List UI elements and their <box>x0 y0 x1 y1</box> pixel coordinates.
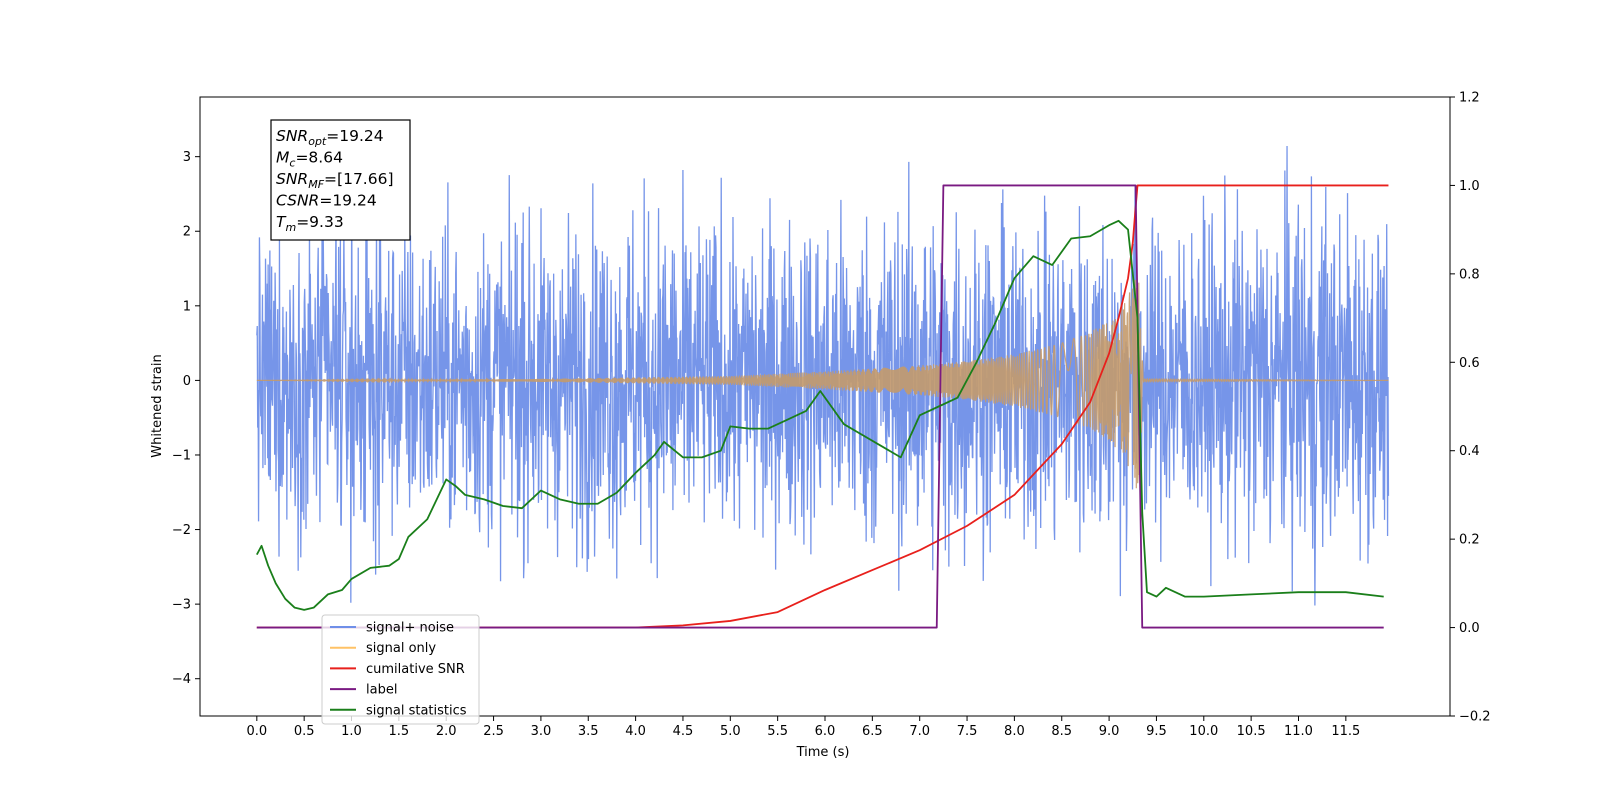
x-tick-label: 1.5 <box>389 724 410 739</box>
x-tick-label: 2.0 <box>436 724 457 739</box>
series-signal-statistics <box>256 219 1384 611</box>
info-line: CSNR=19.24 <box>276 192 377 210</box>
y2-tick-label: 1.0 <box>1459 179 1480 194</box>
x-tick-label: 4.5 <box>673 724 694 739</box>
y-tick-label: 1 <box>183 299 191 314</box>
y-tick-label: −4 <box>172 672 191 687</box>
x-tick-label: 4.0 <box>625 724 646 739</box>
x-tick-label: 9.5 <box>1146 724 1167 739</box>
x-tick-label: 2.5 <box>483 724 504 739</box>
x-axis: 0.0 0.5 1.0 1.5 2.0 2.5 3.0 3.5 4.0 4.5 5.0 5.5 6.0 6… <box>246 716 1360 739</box>
x-tick-label: 5.5 <box>767 724 788 739</box>
y-tick-label: −3 <box>172 598 191 613</box>
series-layer <box>256 146 1390 629</box>
y-tick-label: 2 <box>183 225 191 240</box>
info-line: Tm=9.33 <box>276 213 344 234</box>
x-tick-label: 1.0 <box>341 724 362 739</box>
y2-tick-label: 0.0 <box>1459 621 1480 636</box>
x-tick-label: 10.5 <box>1237 724 1266 739</box>
series-signal-only <box>256 279 1389 489</box>
info-box: SNRopt=19.24Mc=8.64SNRMF=[17.66]CSNR=19.… <box>270 119 411 241</box>
x-tick-label: 0.0 <box>246 724 267 739</box>
legend-label: signal statistics <box>366 703 467 718</box>
legend-label: cumilative SNR <box>366 662 465 677</box>
x-tick-label: 0.5 <box>294 724 315 739</box>
y-tick-label: 3 <box>183 150 191 165</box>
y-axis-left: 3 2 1 0 −1 −2 −3 −4 <box>172 150 200 687</box>
y-tick-label: −1 <box>172 448 191 463</box>
legend-label: signal only <box>366 641 436 656</box>
x-tick-label: 6.5 <box>862 724 883 739</box>
legend: signal+ noise signal only cumilative SNR la… <box>321 614 480 725</box>
x-tick-label: 7.0 <box>909 724 930 739</box>
x-tick-label: 11.5 <box>1331 724 1360 739</box>
y-tick-label: 0 <box>183 374 191 389</box>
x-tick-label: 10.0 <box>1189 724 1218 739</box>
y-axis-right: 1.2 1.0 0.8 0.6 0.4 0.2 0.0 −0.2 <box>1450 91 1491 725</box>
info-line: Mc=8.64 <box>276 149 343 170</box>
y-axis-label: Whitened strain <box>150 354 165 457</box>
info-box-frame <box>270 119 411 241</box>
y2-tick-label: 1.2 <box>1459 91 1480 106</box>
x-tick-label: 5.0 <box>720 724 741 739</box>
series-label <box>256 184 1384 629</box>
legend-label: label <box>366 683 397 698</box>
x-tick-label: 3.0 <box>531 724 552 739</box>
legend-frame <box>321 614 480 725</box>
y2-tick-label: −0.2 <box>1459 710 1491 725</box>
y-tick-label: −2 <box>172 523 191 538</box>
series-signal-noise <box>256 146 1390 606</box>
y2-tick-label: 0.8 <box>1459 267 1480 282</box>
info-line: SNRopt=19.24 <box>276 127 384 148</box>
x-tick-label: 3.5 <box>578 724 599 739</box>
info-line: SNRMF=[17.66] <box>276 170 394 191</box>
x-tick-label: 6.0 <box>815 724 836 739</box>
y2-tick-label: 0.4 <box>1459 444 1480 459</box>
x-tick-label: 8.5 <box>1051 724 1072 739</box>
x-tick-label: 9.0 <box>1099 724 1120 739</box>
y2-tick-label: 0.6 <box>1459 356 1480 371</box>
x-tick-label: 7.5 <box>957 724 978 739</box>
x-tick-label: 8.0 <box>1004 724 1025 739</box>
y2-tick-label: 0.2 <box>1459 533 1480 548</box>
x-tick-label: 11.0 <box>1284 724 1313 739</box>
legend-label: signal+ noise <box>366 621 454 636</box>
x-axis-label: Time (s) <box>796 745 850 760</box>
